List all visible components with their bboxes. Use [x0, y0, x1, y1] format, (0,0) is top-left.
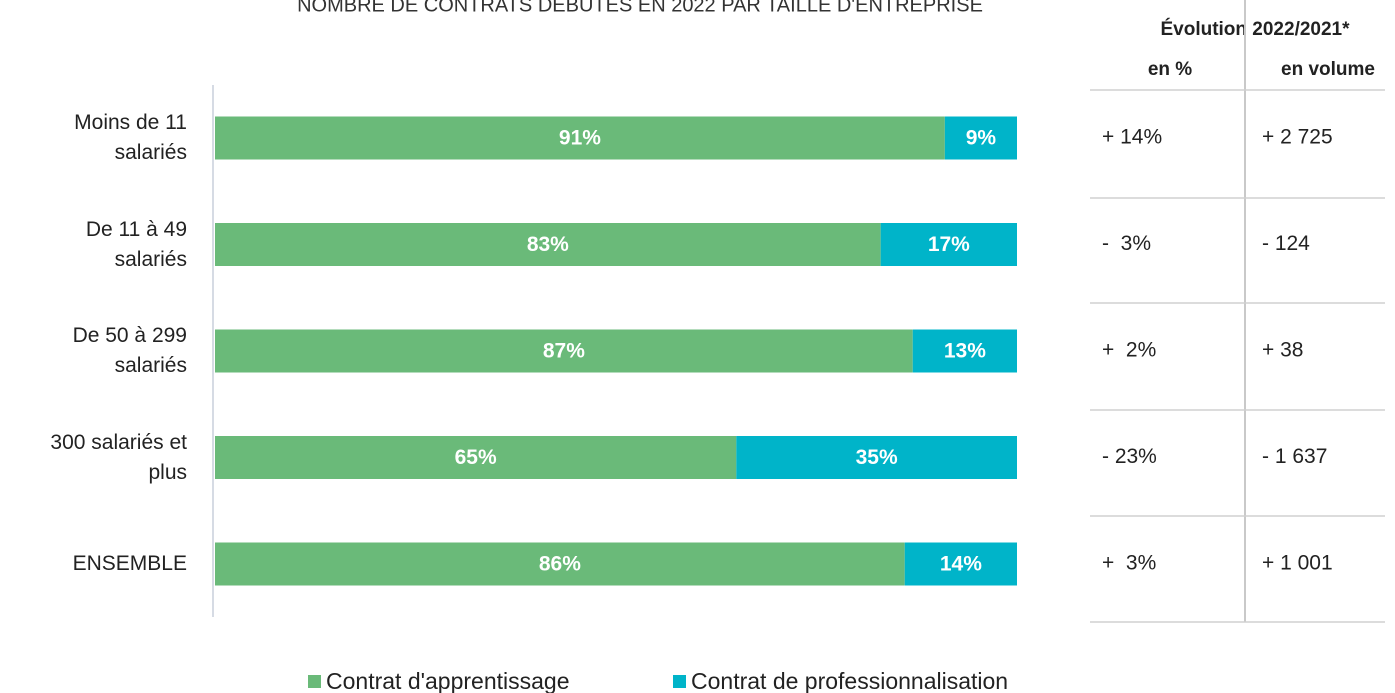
bar-segment	[215, 329, 913, 373]
data-label: 35%	[856, 446, 898, 469]
table-title: Évolution 2022/2021*	[1160, 18, 1350, 40]
table-cell: + 14%	[1102, 126, 1162, 149]
table-column-header: en %	[1148, 59, 1192, 80]
data-label: 86%	[539, 553, 581, 576]
table-cell: + 2%	[1102, 339, 1156, 362]
data-label: 87%	[543, 340, 585, 363]
bar-segment	[215, 223, 881, 266]
category-label: De 11 à 49 salariés	[85, 217, 187, 271]
table-cell: + 3%	[1102, 552, 1156, 575]
bar-segment	[912, 329, 1017, 373]
legend-label: Contrat d'apprentissage	[326, 668, 570, 693]
table-cell: - 23%	[1102, 445, 1157, 468]
data-label: 9%	[966, 127, 997, 150]
legend-swatch	[308, 675, 321, 688]
table-column-header: en volume	[1281, 59, 1375, 80]
bar-segment	[215, 542, 905, 586]
table-cell: + 38	[1262, 339, 1303, 362]
legend-label: Contrat de professionnalisation	[691, 668, 1008, 693]
table-cell: + 1 001	[1262, 552, 1333, 575]
category-label: 300 salariés et plus	[50, 430, 187, 484]
table-cell: + 2 725	[1262, 126, 1333, 149]
legend-swatch	[673, 675, 686, 688]
bar-segment	[215, 116, 945, 160]
category-label: De 50 à 299 salariés	[72, 324, 187, 377]
category-label: ENSEMBLE	[72, 552, 187, 575]
bar-segment	[215, 436, 737, 479]
bar-segment	[904, 542, 1017, 586]
category-label: Moins de 11 salariés	[74, 111, 187, 164]
data-label: 17%	[928, 233, 970, 256]
data-label: 65%	[455, 446, 497, 469]
data-label: 13%	[944, 340, 986, 363]
table-cell: - 3%	[1102, 232, 1151, 255]
table-cell: - 124	[1262, 232, 1310, 255]
bar-segment	[736, 436, 1017, 479]
table-cell: - 1 637	[1262, 445, 1327, 468]
chart-title: NOMBRE DE CONTRATS DÉBUTÉS EN 2022 PAR T…	[297, 0, 983, 16]
bar-segment	[880, 223, 1017, 266]
data-label: 14%	[940, 553, 982, 576]
data-label: 83%	[527, 233, 569, 256]
bar-segment	[944, 116, 1017, 160]
data-label: 91%	[559, 127, 601, 150]
